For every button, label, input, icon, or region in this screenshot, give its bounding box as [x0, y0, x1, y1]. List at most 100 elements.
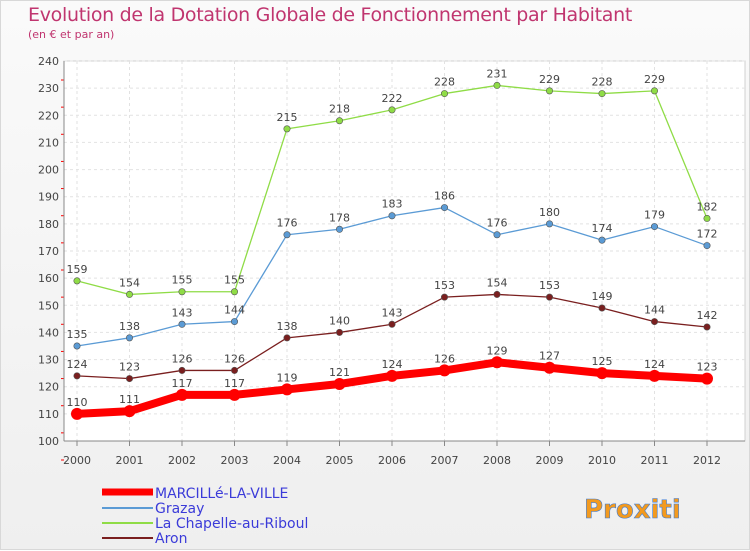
- data-label: 129: [487, 344, 508, 357]
- data-point: [701, 372, 713, 385]
- x-tick-label: 2006: [378, 454, 406, 467]
- data-point: [388, 212, 396, 220]
- data-label: 172: [697, 228, 718, 241]
- y-tick-label: 200: [38, 164, 59, 177]
- x-tick-label: 2007: [431, 454, 459, 467]
- data-point: [598, 304, 606, 312]
- data-label: 127: [539, 350, 560, 363]
- y-tick-label: 120: [38, 381, 59, 394]
- data-label: 124: [67, 358, 88, 371]
- data-label: 117: [224, 377, 245, 390]
- data-label: 123: [697, 361, 718, 374]
- x-tick-label: 2004: [273, 454, 301, 467]
- data-point: [283, 334, 291, 342]
- x-tick-label: 2005: [326, 454, 354, 467]
- data-point: [440, 90, 448, 98]
- data-label: 125: [592, 355, 613, 368]
- data-point: [543, 361, 556, 374]
- data-point: [703, 214, 711, 222]
- data-point: [281, 383, 293, 396]
- data-label: 124: [644, 358, 665, 371]
- data-point: [545, 293, 553, 301]
- data-point: [648, 369, 661, 382]
- data-label: 121: [329, 366, 350, 379]
- x-tick-label: 2001: [116, 454, 144, 467]
- data-label: 159: [67, 263, 88, 276]
- data-label: 111: [119, 393, 140, 406]
- data-point: [283, 231, 291, 239]
- data-point: [126, 334, 134, 342]
- data-label: 176: [487, 217, 508, 230]
- data-label: 153: [539, 279, 560, 292]
- data-label: 179: [644, 209, 665, 222]
- data-point: [703, 242, 711, 250]
- data-label: 153: [434, 279, 455, 292]
- data-label: 231: [487, 67, 508, 80]
- data-label: 228: [592, 76, 613, 89]
- legend: MARCILLé-LA-VILLE Grazay La Chapelle-au-…: [102, 486, 308, 547]
- y-tick-label: 130: [38, 354, 59, 367]
- data-label: 215: [277, 111, 298, 124]
- data-point: [650, 223, 658, 231]
- data-point: [126, 290, 134, 298]
- data-label: 182: [697, 200, 718, 213]
- data-label: 140: [329, 314, 350, 327]
- data-point: [650, 318, 658, 326]
- data-point: [283, 125, 291, 133]
- data-label: 174: [592, 222, 613, 235]
- x-tick-label: 2000: [63, 454, 91, 467]
- data-label: 138: [119, 320, 140, 333]
- data-label: 222: [382, 92, 403, 105]
- data-point: [388, 106, 396, 114]
- data-point: [178, 366, 186, 374]
- data-label: 154: [119, 276, 140, 289]
- data-label: 126: [224, 352, 245, 365]
- data-point: [386, 369, 398, 382]
- legend-item-grazay: Grazay: [102, 501, 204, 517]
- data-label: 143: [382, 306, 403, 319]
- data-label: 229: [539, 73, 560, 86]
- data-label: 126: [172, 352, 193, 365]
- data-point: [388, 320, 396, 328]
- data-point: [545, 220, 553, 228]
- y-tick-label: 170: [38, 245, 59, 258]
- data-point: [176, 388, 188, 401]
- data-point: [335, 225, 343, 233]
- data-point: [178, 320, 186, 328]
- x-tick-label: 2011: [641, 454, 669, 467]
- data-point: [598, 236, 606, 244]
- x-tick-label: 2002: [168, 454, 196, 467]
- chart-title: Evolution de la Dotation Globale de Fonc…: [28, 4, 633, 26]
- x-tick-label: 2012: [693, 454, 721, 467]
- series-points: [71, 81, 713, 420]
- data-label: 124: [382, 358, 403, 371]
- data-label: 144: [644, 304, 665, 317]
- data-point: [440, 204, 448, 212]
- data-point: [123, 405, 136, 418]
- data-label: 186: [434, 190, 455, 203]
- data-point: [703, 323, 711, 331]
- data-labels: 124 123 126 126 138 140 143 153 154 153 149 144 142 1…: [67, 67, 718, 408]
- data-point: [438, 364, 451, 377]
- y-tick-label: 100: [38, 435, 59, 448]
- data-label: 126: [434, 352, 455, 365]
- data-point: [650, 87, 658, 95]
- data-point: [231, 288, 239, 296]
- chart-subtitle: (en € et par an): [28, 28, 115, 41]
- data-point: [335, 328, 343, 336]
- data-point: [126, 375, 134, 383]
- data-label: 119: [277, 371, 298, 384]
- data-point: [545, 87, 553, 95]
- legend-label-aron: Aron: [155, 531, 187, 547]
- data-point: [493, 290, 501, 298]
- data-point: [335, 117, 343, 125]
- data-label: 178: [329, 211, 350, 224]
- y-tick-label: 230: [38, 82, 59, 95]
- y-tick-label: 140: [38, 326, 59, 339]
- data-label: 144: [224, 304, 245, 317]
- y-tick-label: 150: [38, 299, 59, 312]
- data-point: [231, 318, 239, 326]
- data-label: 229: [644, 73, 665, 86]
